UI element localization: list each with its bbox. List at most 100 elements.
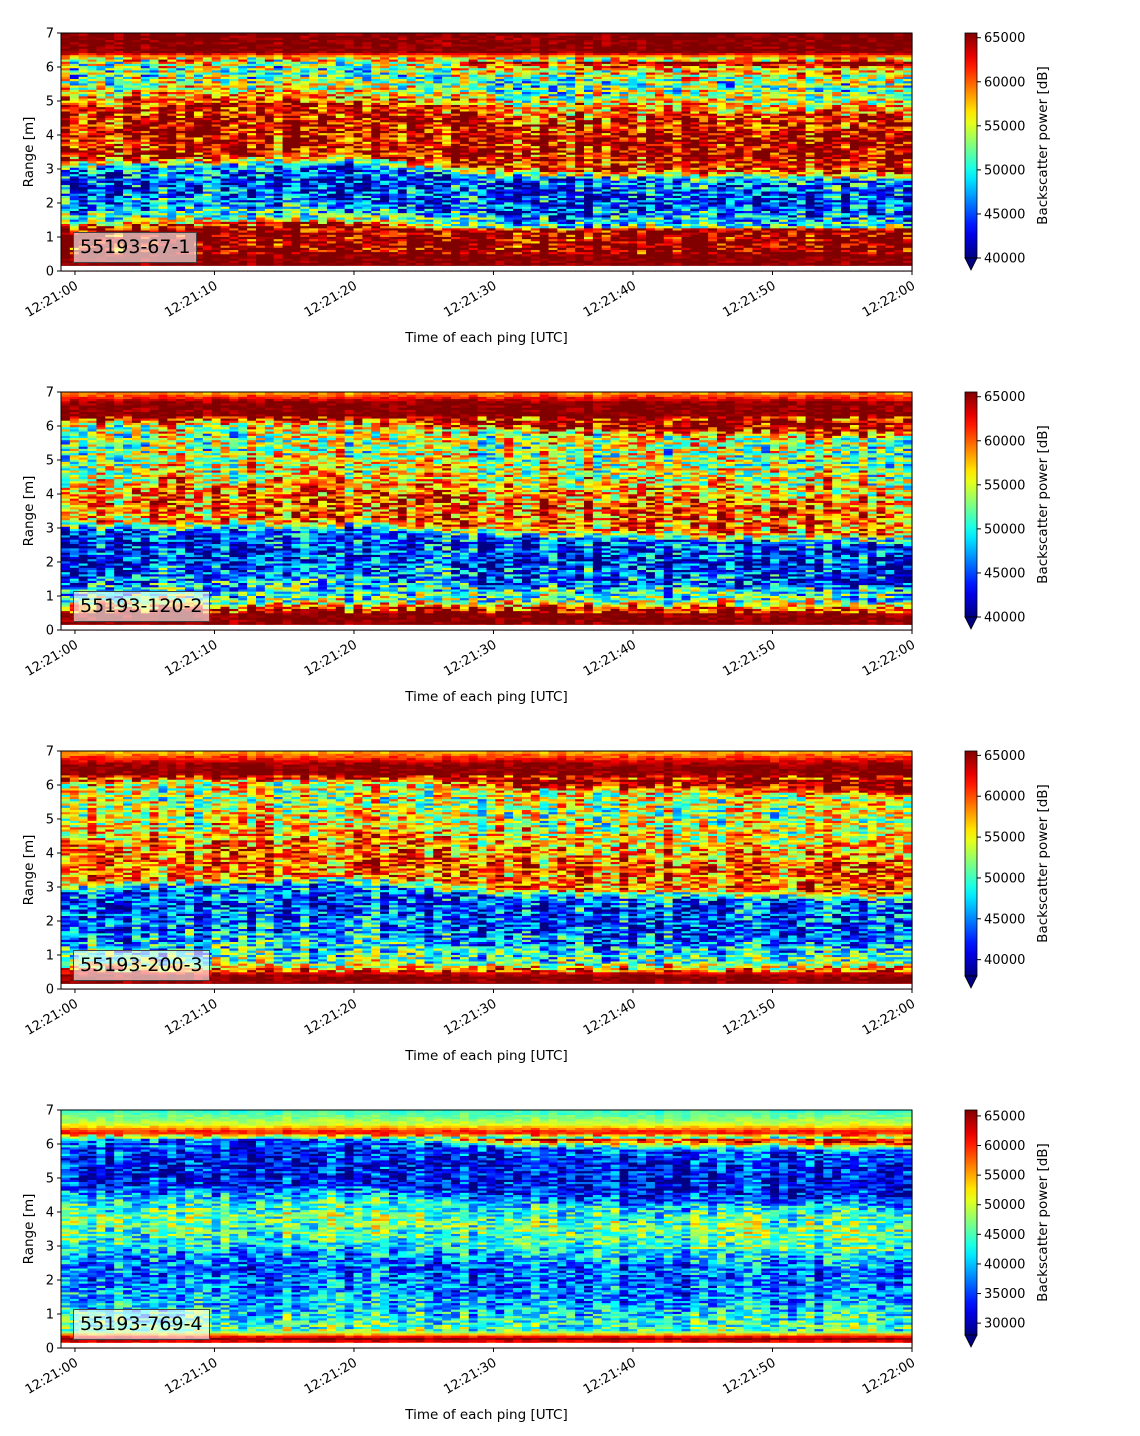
- heatmap-cell: [291, 162, 301, 166]
- heatmap-cell: [371, 247, 381, 250]
- heatmap-cell: [291, 186, 301, 190]
- heatmap-cell: [149, 63, 160, 67]
- heatmap-cell: [335, 188, 346, 192]
- heatmap-cell: [229, 43, 239, 47]
- heatmap-cell: [114, 97, 124, 101]
- heatmap-cell: [326, 115, 337, 118]
- heatmap-cell: [123, 147, 133, 151]
- heatmap-cell: [300, 84, 310, 88]
- heatmap-cell: [211, 262, 222, 266]
- heatmap-cell: [318, 104, 328, 108]
- heatmap-cell: [78, 121, 89, 125]
- heatmap-cell: [87, 65, 98, 69]
- heatmap-cell: [264, 56, 275, 60]
- heatmap-cell: [193, 130, 204, 134]
- heatmap-cell: [371, 71, 381, 75]
- heatmap-cell: [380, 193, 390, 196]
- heatmap-cell: [309, 117, 319, 121]
- heatmap-cell: [158, 126, 168, 129]
- heatmap-cell: [140, 214, 151, 218]
- heatmap-cell: [176, 35, 186, 38]
- heatmap-cell: [131, 134, 142, 138]
- heatmap-cell: [123, 177, 133, 181]
- heatmap-cell: [300, 258, 310, 261]
- heatmap-cell: [380, 35, 390, 38]
- heatmap-cell: [335, 41, 346, 45]
- heatmap-cell: [202, 33, 213, 36]
- heatmap-cell: [318, 232, 328, 235]
- heatmap-cell: [300, 177, 310, 181]
- heatmap-cell: [167, 115, 177, 118]
- heatmap-cell: [61, 167, 71, 170]
- heatmap-cell: [131, 104, 142, 108]
- heatmap-cell: [371, 39, 381, 43]
- heatmap-cell: [326, 210, 337, 214]
- heatmap-cell: [344, 56, 355, 60]
- heatmap-cell: [397, 160, 408, 164]
- heatmap-cell: [167, 152, 177, 155]
- heatmap-cell: [309, 221, 319, 224]
- heatmap-cell: [87, 171, 98, 175]
- heatmap-cell: [229, 76, 239, 80]
- heatmap-cell: [185, 212, 195, 216]
- heatmap-cell: [362, 229, 372, 233]
- heatmap-cell: [131, 223, 142, 227]
- heatmap-cell: [123, 74, 133, 77]
- heatmap-cell: [335, 95, 346, 99]
- heatmap-cell: [362, 167, 372, 170]
- heatmap-cell: [176, 50, 186, 54]
- heatmap-cell: [238, 236, 248, 240]
- heatmap-cell: [238, 58, 248, 62]
- heatmap-cell: [318, 167, 328, 170]
- heatmap-cell: [123, 106, 133, 110]
- heatmap-cell: [78, 132, 89, 136]
- heatmap-cell: [238, 173, 248, 177]
- heatmap-cell: [149, 229, 160, 233]
- heatmap-cell: [149, 65, 160, 69]
- heatmap-cell: [380, 158, 390, 162]
- heatmap-cell: [300, 78, 310, 82]
- heatmap-cell: [362, 262, 372, 266]
- heatmap-cell: [397, 136, 408, 140]
- heatmap-cell: [185, 195, 195, 199]
- heatmap-cell: [61, 158, 71, 162]
- heatmap-cell: [140, 262, 151, 266]
- heatmap-cell: [318, 160, 328, 164]
- heatmap-cell: [371, 225, 381, 229]
- heatmap-cell: [238, 82, 248, 86]
- heatmap-cell: [202, 141, 213, 144]
- heatmap-cell: [69, 208, 80, 212]
- heatmap-cell: [78, 71, 89, 75]
- heatmap-cell: [282, 206, 293, 209]
- heatmap-cell: [309, 169, 319, 173]
- heatmap-cell: [309, 78, 319, 82]
- heatmap-cell: [247, 147, 257, 151]
- heatmap-cell: [114, 136, 124, 140]
- heatmap-cell: [176, 160, 186, 164]
- heatmap-cell: [167, 78, 177, 82]
- heatmap-cell: [388, 119, 399, 123]
- heatmap-cell: [256, 126, 266, 129]
- heatmap-cell: [167, 199, 177, 203]
- heatmap-cell: [264, 41, 275, 45]
- heatmap-cell: [291, 199, 301, 203]
- heatmap-cell: [96, 206, 106, 209]
- heatmap-cell: [238, 63, 248, 67]
- heatmap-cell: [397, 193, 408, 196]
- heatmap-cell: [123, 82, 133, 86]
- heatmap-cell: [176, 134, 186, 138]
- heatmap-cell: [273, 130, 284, 134]
- heatmap-cell: [406, 262, 417, 266]
- heatmap-cell: [380, 65, 390, 69]
- heatmap-cell: [264, 102, 275, 105]
- heatmap-cell: [362, 214, 372, 218]
- heatmap-cell: [69, 58, 80, 62]
- heatmap-cell: [105, 145, 115, 149]
- heatmap-cell: [211, 97, 222, 101]
- heatmap-cell: [291, 206, 301, 209]
- heatmap-cell: [388, 93, 399, 97]
- heatmap-cell: [300, 158, 310, 162]
- heatmap-cell: [256, 193, 266, 196]
- heatmap-cell: [211, 232, 222, 235]
- heatmap-cell: [202, 91, 213, 95]
